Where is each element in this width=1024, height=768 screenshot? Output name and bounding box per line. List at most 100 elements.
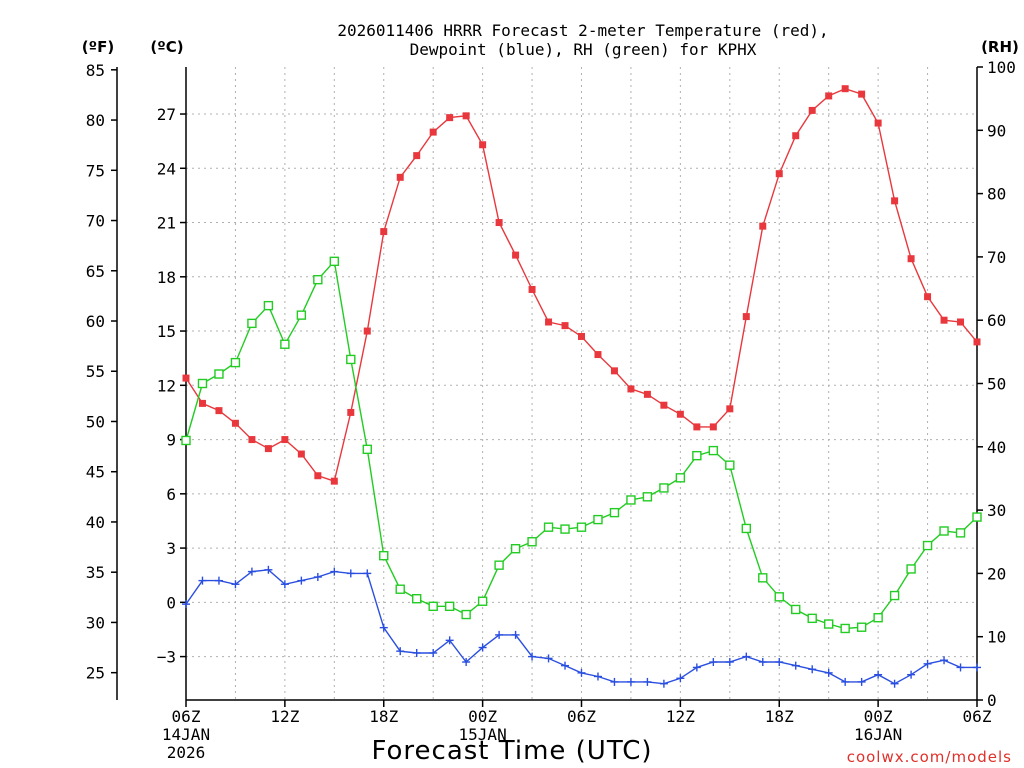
2-meter-temperature-point (693, 423, 701, 431)
x-tick-label: 06Z (567, 707, 596, 726)
2-meter-temperature-point (446, 114, 454, 122)
fahrenheit-tick-label: 35 (86, 563, 105, 582)
rh-point (362, 444, 372, 455)
2-meter-temperature-point (363, 327, 371, 335)
2-meter-temperature-point (726, 405, 734, 413)
fahrenheit-tick-label: 25 (86, 664, 105, 683)
rh-point (889, 590, 900, 601)
x-tick-label: 06Z (963, 707, 992, 726)
dewpoint-point (709, 658, 718, 667)
dewpoint-point (890, 679, 899, 688)
dewpoint-point (280, 580, 289, 589)
rh-point (477, 596, 488, 606)
rh-point (329, 256, 340, 267)
rh-point (758, 573, 768, 583)
2-meter-temperature-point (347, 408, 355, 416)
tick-labels: 8580757065605550454035302527242118151296… (86, 58, 1016, 762)
dewpoint-point (956, 663, 965, 672)
rh-unit-label: (RH) (981, 38, 1019, 56)
dewpoint-point (775, 658, 784, 667)
dewpoint-point (214, 576, 223, 585)
fahrenheit-tick-label: 85 (86, 61, 105, 80)
celsius-tick-label: 9 (166, 431, 176, 450)
x-tick-label: 00Z (468, 707, 497, 726)
rh-tick-label: 10 (987, 628, 1006, 647)
celsius-tick-label: −3 (157, 648, 176, 667)
celsius-tick-label: 18 (157, 268, 176, 287)
x-date-label: 16JAN (854, 725, 902, 744)
rh-point (280, 339, 290, 349)
dewpoint-point (742, 652, 751, 661)
rh-point (692, 450, 702, 461)
x-date-label: 15JAN (459, 725, 507, 744)
dewpoint-point (445, 636, 454, 645)
dewpoint-point (544, 654, 553, 663)
rh-point (840, 623, 850, 634)
rh-point (527, 537, 537, 547)
rh-point (593, 514, 603, 525)
rh-point (510, 544, 521, 554)
rh-tick-label: 30 (987, 501, 1006, 520)
rh-tick-label: 50 (987, 375, 1006, 394)
rh-point (444, 601, 455, 612)
2-meter-temperature-point (709, 423, 717, 431)
x-date-label: 14JAN (162, 725, 210, 744)
2-meter-temperature-point (594, 351, 602, 359)
2-meter-temperature-point (858, 90, 866, 98)
dewpoint-point (577, 668, 586, 677)
dewpoint-point (478, 643, 487, 652)
fahrenheit-tick-label: 75 (86, 161, 105, 180)
fahrenheit-tick-label: 55 (86, 362, 105, 381)
rh-point (906, 564, 916, 574)
dewpoint-point (758, 658, 767, 667)
dewpoint-point (676, 674, 685, 683)
2-meter-temperature-point (660, 401, 668, 409)
rh-point (395, 584, 405, 594)
data-series (181, 85, 982, 688)
rh-point (576, 522, 587, 532)
dewpoint-point (363, 569, 372, 578)
fahrenheit-tick-label: 60 (86, 312, 105, 331)
x-tick-label: 12Z (666, 707, 695, 726)
rh-tick-label: 0 (987, 691, 997, 710)
2-meter-temperature-point (676, 410, 684, 418)
2-meter-temperature-point (429, 128, 437, 136)
rh-tick-label: 80 (987, 185, 1006, 204)
2-meter-temperature-point (512, 251, 520, 259)
dewpoint-point (692, 663, 701, 672)
dewpoint-point (874, 670, 883, 679)
fahrenheit-tick-label: 30 (86, 613, 105, 632)
2-meter-temperature-point (462, 112, 470, 120)
celsius-tick-label: 12 (157, 376, 176, 395)
2-meter-temperature-point (264, 445, 272, 453)
rh-point (494, 560, 504, 570)
2-meter-temperature-point (891, 197, 899, 205)
dewpoint-point (973, 663, 981, 672)
2-meter-temperature-point (841, 85, 849, 93)
2-meter-temperature-point (874, 119, 882, 127)
rh-point (263, 300, 274, 311)
2-meter-temperature-point (495, 219, 503, 227)
dewpoint-point (231, 580, 240, 589)
rh-point (181, 435, 191, 446)
2-meter-temperature-point (231, 419, 239, 427)
dewpoint-point (940, 656, 949, 665)
dewpoint-point (182, 600, 190, 609)
rh-point (609, 507, 620, 518)
2-meter-temperature-point (808, 106, 816, 114)
dewpoint-point (264, 565, 273, 574)
dewpoint-point (561, 661, 570, 670)
dewpoint-point (495, 630, 504, 639)
rh-point (774, 592, 784, 602)
dewpoint-point (923, 659, 932, 668)
rh-point (955, 528, 966, 538)
x-tick-label: 18Z (765, 707, 794, 726)
rh-point (823, 619, 834, 629)
dewpoint-point (626, 677, 635, 686)
x-tick-label: 18Z (369, 707, 398, 726)
dewpoint-point (725, 658, 734, 667)
dewpoint-point (330, 567, 339, 576)
rh-point (379, 550, 389, 561)
gridlines (186, 67, 977, 700)
rh-point (791, 604, 801, 615)
